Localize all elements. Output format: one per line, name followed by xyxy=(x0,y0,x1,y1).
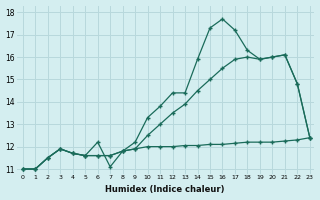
X-axis label: Humidex (Indice chaleur): Humidex (Indice chaleur) xyxy=(105,185,225,194)
